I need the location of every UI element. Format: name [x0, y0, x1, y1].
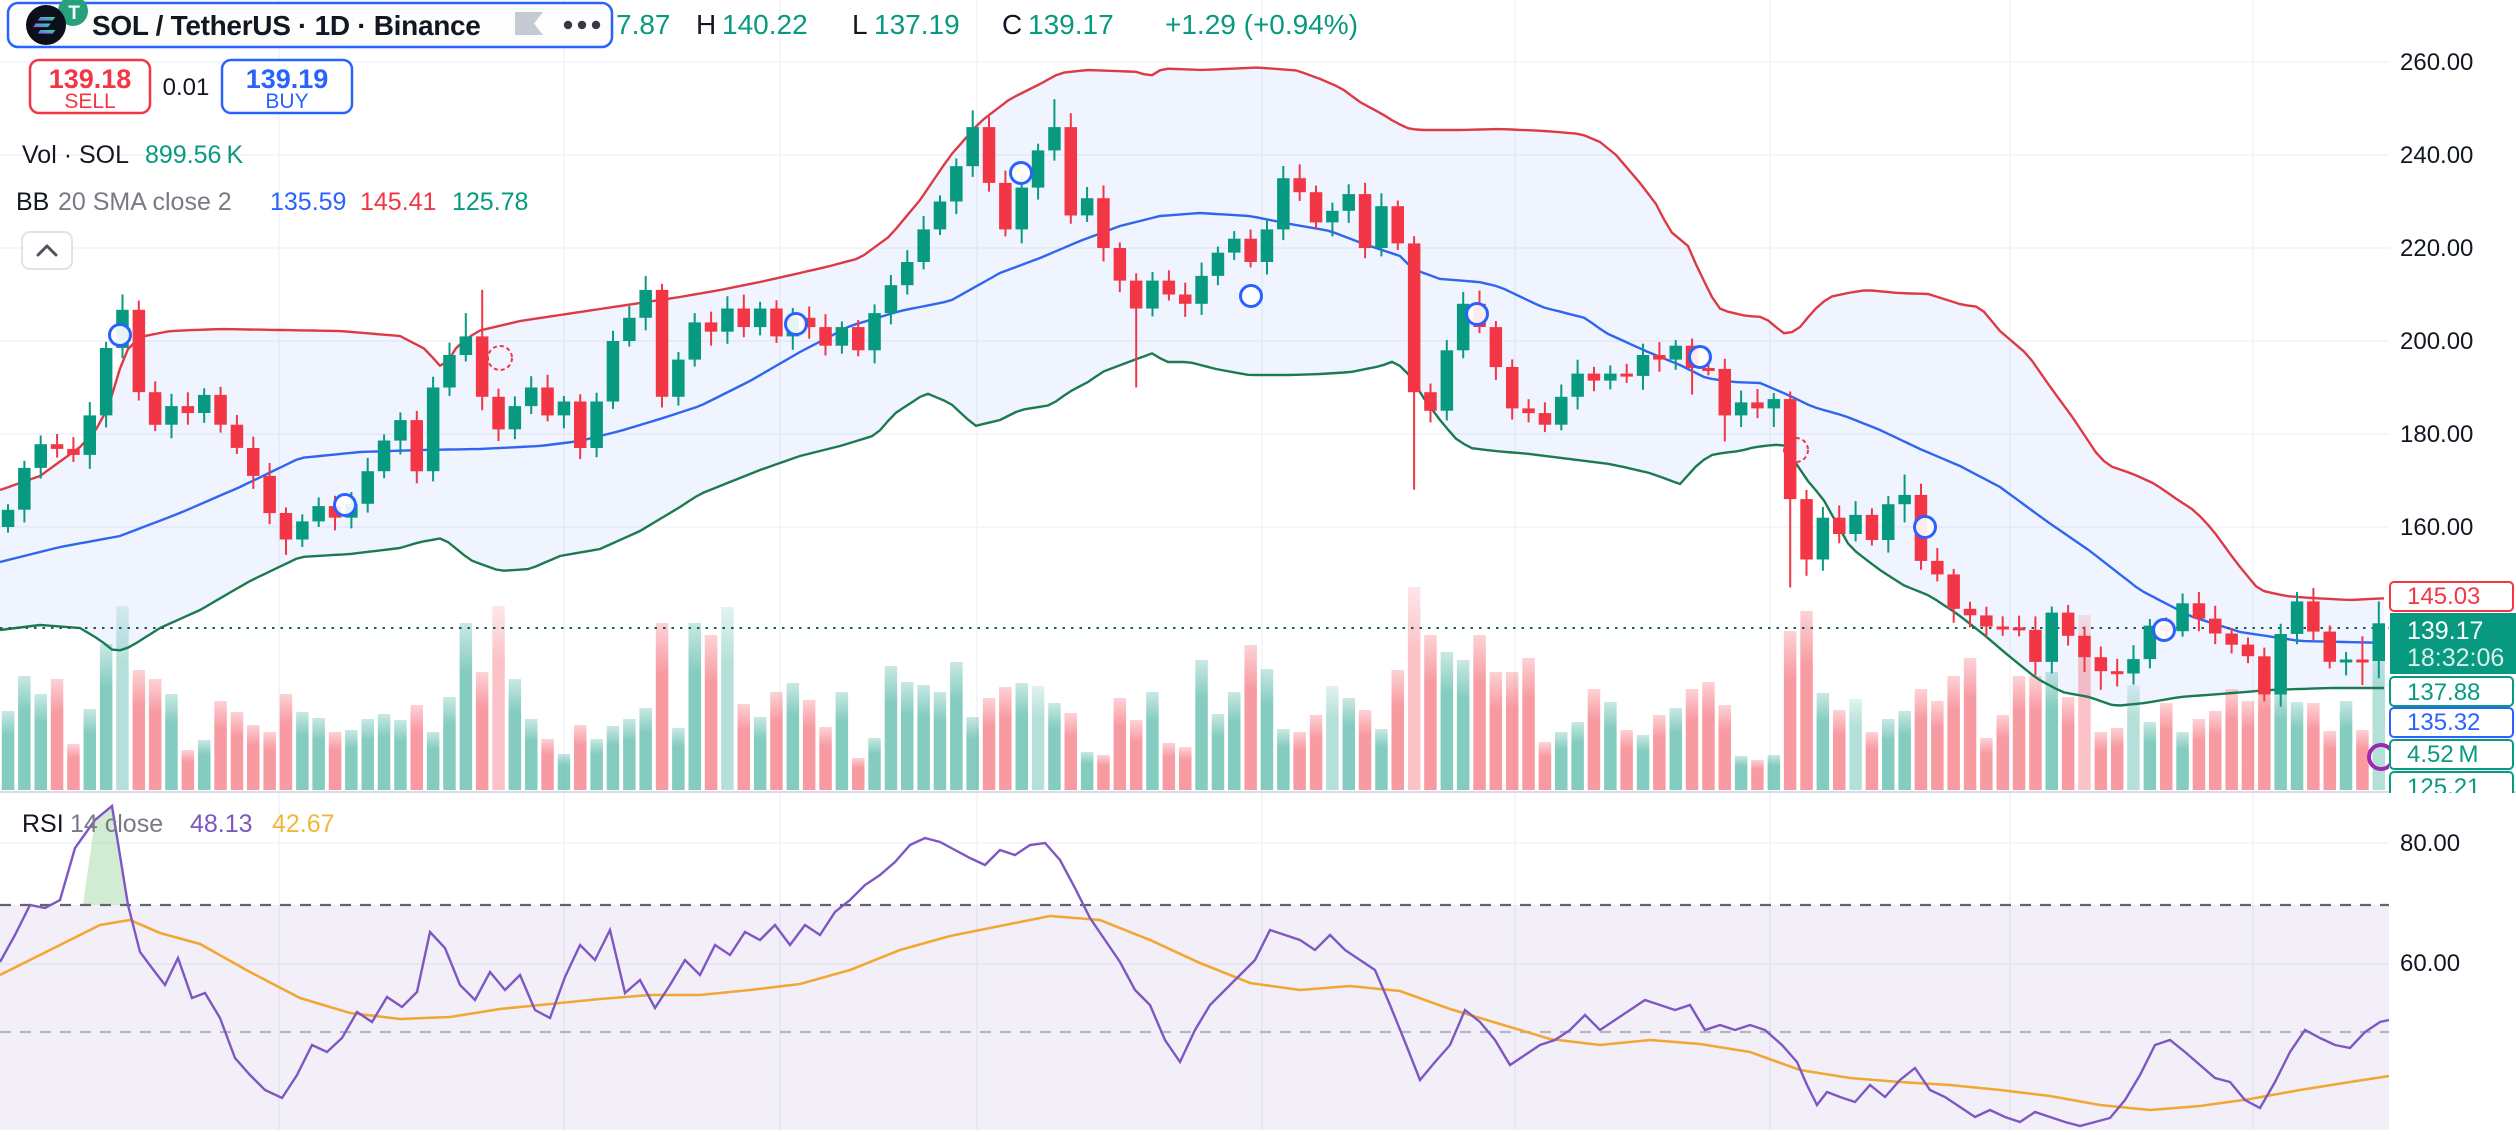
- svg-text:20 SMA close 2: 20 SMA close 2: [58, 188, 232, 216]
- svg-text:42.67: 42.67: [272, 810, 335, 838]
- svg-text:H: H: [696, 9, 716, 40]
- svg-text:180.00: 180.00: [2400, 421, 2473, 448]
- svg-text:260.00: 260.00: [2400, 49, 2473, 76]
- svg-text:4.52 M: 4.52 M: [2407, 741, 2479, 768]
- svg-text:139.19: 139.19: [246, 64, 329, 94]
- svg-text:80.00: 80.00: [2400, 830, 2460, 857]
- svg-text:0.01: 0.01: [163, 74, 210, 101]
- svg-text:220.00: 220.00: [2400, 235, 2473, 262]
- svg-text:137.19: 137.19: [874, 9, 960, 40]
- svg-text:135.59: 135.59: [270, 188, 346, 216]
- svg-text:SOL / TetherUS · 1D · Binance: SOL / TetherUS · 1D · Binance: [92, 10, 481, 41]
- svg-text:Vol · SOL: Vol · SOL: [22, 141, 129, 169]
- svg-text:RSI: RSI: [22, 810, 64, 838]
- svg-text:60.00: 60.00: [2400, 950, 2460, 977]
- svg-text:240.00: 240.00: [2400, 142, 2473, 169]
- svg-text:145.41: 145.41: [360, 188, 436, 216]
- svg-text:135.32: 135.32: [2407, 709, 2480, 736]
- svg-text:200.00: 200.00: [2400, 328, 2473, 355]
- svg-text:BUY: BUY: [265, 90, 308, 113]
- svg-text:C: C: [1002, 9, 1022, 40]
- svg-text:+1.29 (+0.94%): +1.29 (+0.94%): [1165, 9, 1358, 40]
- svg-text:145.03: 145.03: [2407, 583, 2480, 610]
- svg-text:SELL: SELL: [64, 90, 115, 113]
- svg-text:137.88: 137.88: [2407, 679, 2480, 706]
- svg-text:139.17: 139.17: [2407, 617, 2483, 645]
- svg-text:18:32:06: 18:32:06: [2407, 644, 2504, 672]
- svg-text:L: L: [852, 9, 868, 40]
- svg-text:125.78: 125.78: [452, 188, 528, 216]
- svg-text:140.22: 140.22: [722, 9, 808, 40]
- svg-text:139.18: 139.18: [49, 64, 132, 94]
- svg-text:160.00: 160.00: [2400, 514, 2473, 541]
- svg-text:14 close: 14 close: [70, 810, 163, 838]
- svg-text:139.17: 139.17: [1028, 9, 1114, 40]
- svg-text:899.56 K: 899.56 K: [145, 141, 243, 169]
- svg-text:48.13: 48.13: [190, 810, 253, 838]
- svg-text:BB: BB: [16, 188, 49, 216]
- svg-text:7.87: 7.87: [616, 9, 671, 40]
- svg-text:125.21: 125.21: [2407, 774, 2480, 801]
- svg-text:T: T: [68, 3, 80, 24]
